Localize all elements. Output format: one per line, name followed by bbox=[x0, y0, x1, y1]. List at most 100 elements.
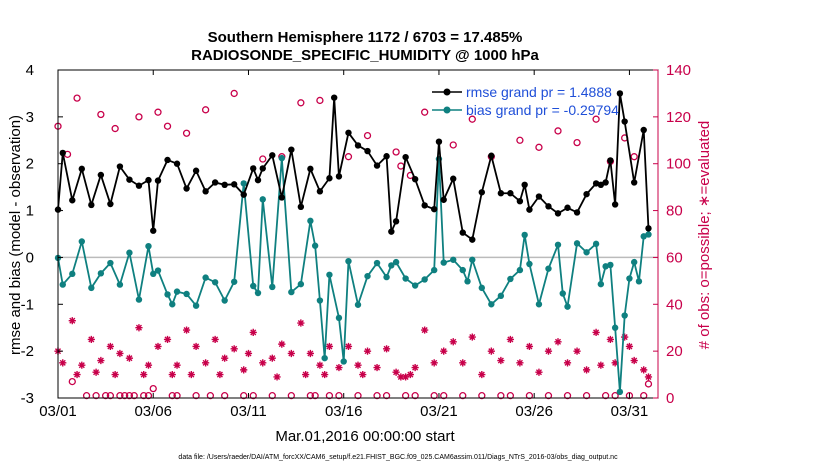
rmse-point bbox=[640, 126, 647, 134]
evaluated-obs-point bbox=[321, 370, 329, 379]
evaluated-obs-point bbox=[140, 370, 148, 379]
possible-obs-point bbox=[354, 392, 362, 400]
rmse-point bbox=[616, 90, 624, 97]
rmse-point bbox=[459, 229, 466, 236]
rmse-point bbox=[564, 204, 571, 211]
evaluated-obs-point bbox=[202, 359, 210, 367]
y-left-tick-label: -2 bbox=[21, 343, 34, 360]
evaluated-obs-point bbox=[173, 361, 181, 369]
possible-obs-point bbox=[182, 129, 191, 137]
rmse-point bbox=[183, 185, 190, 192]
bias-point bbox=[240, 180, 247, 187]
possible-obs-point bbox=[644, 380, 653, 388]
possible-obs-point bbox=[221, 392, 229, 400]
possible-obs-point bbox=[206, 392, 215, 400]
bias-point bbox=[169, 301, 176, 308]
bias-point bbox=[173, 288, 181, 295]
possible-obs-point bbox=[240, 392, 248, 400]
possible-obs-point bbox=[497, 392, 505, 400]
possible-obs-point bbox=[135, 113, 143, 121]
rmse-point bbox=[440, 196, 447, 203]
possible-obs-point bbox=[125, 392, 134, 400]
evaluated-obs-point bbox=[97, 356, 105, 365]
evaluated-obs-point bbox=[354, 361, 362, 369]
rmse-point bbox=[497, 190, 505, 197]
possible-obs-point bbox=[573, 138, 581, 147]
bias-point bbox=[145, 242, 152, 250]
evaluated-obs-point bbox=[373, 363, 381, 372]
bias-point bbox=[345, 257, 352, 265]
rmse-point bbox=[250, 165, 257, 172]
evaluated-obs-point bbox=[382, 345, 391, 353]
possible-obs-point bbox=[373, 392, 381, 400]
evaluated-obs-point bbox=[68, 317, 76, 325]
possible-obs-point bbox=[582, 392, 591, 400]
possible-obs-point bbox=[316, 96, 324, 105]
possible-obs-point bbox=[82, 392, 91, 400]
bias-point bbox=[150, 270, 157, 278]
bias-point bbox=[478, 284, 486, 292]
possible-obs-point bbox=[478, 392, 486, 400]
bias-point bbox=[573, 240, 581, 247]
x-tick-label: 03/31 bbox=[611, 403, 649, 420]
evaluated-obs-point bbox=[278, 340, 286, 348]
rmse-point bbox=[411, 175, 419, 183]
possible-obs-point bbox=[392, 148, 400, 156]
possible-obs-point bbox=[106, 392, 115, 400]
evaluated-obs-point bbox=[244, 349, 253, 358]
y-right-tick-label: 40 bbox=[666, 296, 683, 313]
bias-point bbox=[88, 284, 95, 292]
evaluated-obs-point bbox=[392, 368, 400, 376]
possible-obs-point bbox=[468, 115, 476, 123]
rmse-point bbox=[430, 205, 438, 213]
bias-point bbox=[69, 270, 76, 278]
possible-obs-point bbox=[421, 108, 429, 116]
evaluated-obs-point bbox=[221, 354, 229, 362]
bias-point bbox=[211, 279, 219, 286]
evaluated-obs-point bbox=[544, 347, 553, 355]
rmse-point bbox=[107, 200, 114, 208]
bias-point bbox=[607, 261, 614, 269]
evaluated-obs-markers bbox=[54, 317, 653, 381]
evaluated-obs-point bbox=[644, 373, 653, 381]
rmse-point bbox=[59, 149, 66, 157]
bias-point bbox=[297, 280, 305, 288]
bias-point bbox=[183, 290, 190, 298]
bias-point bbox=[535, 301, 543, 308]
bias-point bbox=[383, 273, 390, 281]
rmse-point bbox=[326, 175, 333, 182]
rmse-point bbox=[602, 179, 609, 186]
rmse-point bbox=[421, 202, 428, 209]
evaluated-obs-point bbox=[211, 335, 219, 344]
possible-obs-point bbox=[554, 127, 562, 135]
y-right-tick-label: 0 bbox=[666, 390, 674, 407]
rmse-point bbox=[269, 152, 276, 159]
rmse-point bbox=[78, 165, 86, 173]
bias-point bbox=[373, 259, 381, 267]
evaluated-obs-point bbox=[116, 349, 124, 358]
y-axis-left-label: rmse and bias (model - observation) bbox=[7, 115, 24, 355]
y-left-tick-label: 1 bbox=[26, 203, 34, 220]
evaluated-obs-point bbox=[325, 342, 334, 351]
bias-point bbox=[78, 238, 86, 245]
y-left-tick-label: 2 bbox=[26, 156, 34, 173]
possible-obs-point bbox=[592, 115, 600, 123]
y-left-tick-label: 3 bbox=[26, 109, 34, 126]
possible-obs-point bbox=[68, 377, 76, 386]
rmse-point bbox=[116, 163, 124, 170]
evaluated-obs-point bbox=[506, 335, 514, 344]
rmse-point bbox=[435, 138, 443, 145]
evaluated-obs-point bbox=[306, 349, 314, 358]
possible-obs-point bbox=[563, 392, 572, 400]
bias-point bbox=[221, 297, 228, 304]
possible-obs-point bbox=[325, 392, 334, 400]
evaluated-obs-point bbox=[478, 370, 486, 379]
rmse-point bbox=[316, 188, 324, 195]
y-right-tick-label: 140 bbox=[666, 62, 691, 79]
possible-obs-point bbox=[449, 141, 457, 149]
possible-obs-point bbox=[130, 392, 138, 400]
bias-point bbox=[645, 231, 652, 238]
evaluated-obs-point bbox=[411, 363, 419, 372]
possible-obs-point bbox=[344, 153, 353, 161]
possible-obs-point bbox=[97, 110, 105, 119]
